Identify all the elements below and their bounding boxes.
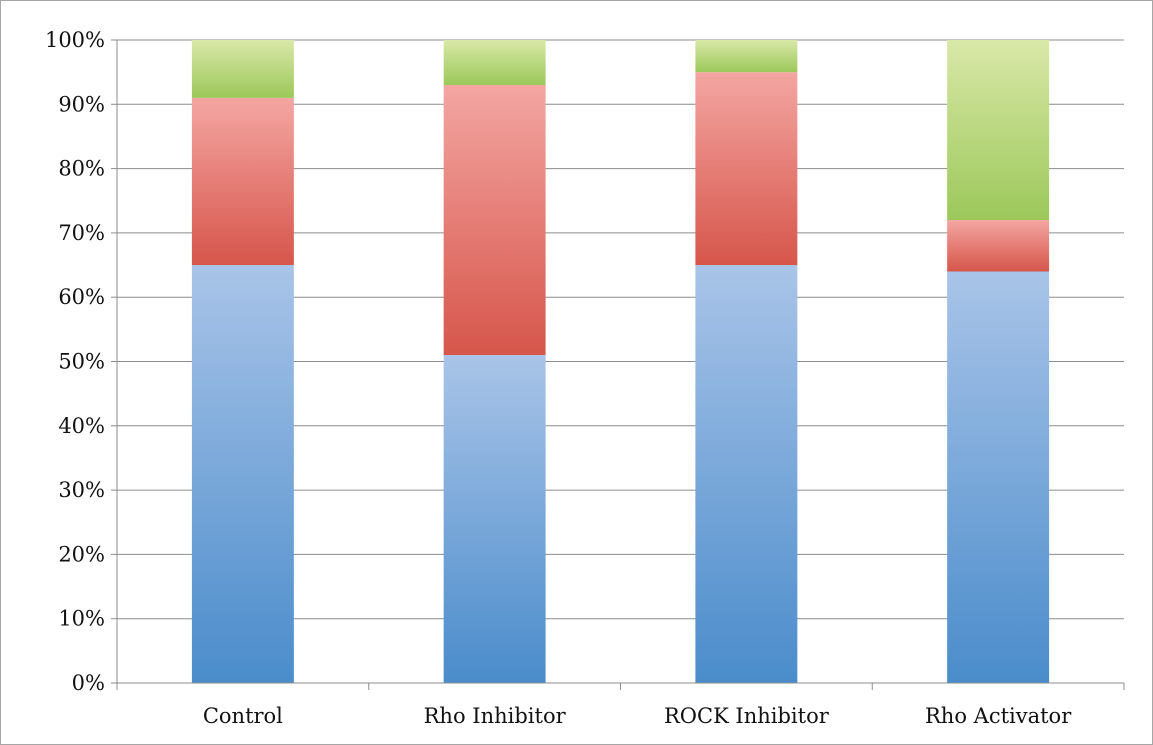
y-tick-label: 70% [58,221,105,245]
bar-segment-2-control [191,97,294,266]
y-tick-label: 50% [58,350,105,374]
bar-segment-2-rock-inhibitor [695,72,798,266]
bar-segment-3-rho-activator [947,40,1050,221]
x-category-label: Control [203,704,283,728]
bar-segment-2-rho-activator [947,220,1050,272]
y-tick-label: 100% [45,28,105,52]
bar-segment-1-rock-inhibitor [695,265,798,683]
bar-segment-1-control [191,265,294,683]
x-category-label: Rho Inhibitor [424,704,567,728]
y-tick-label: 0% [72,671,105,695]
bar-segment-2-rho-inhibitor [443,85,546,356]
y-tick-label: 40% [58,414,105,438]
x-category-label: ROCK Inhibitor [664,704,830,728]
y-tick-label: 80% [58,157,105,181]
x-category-label: Rho Activator [925,704,1072,728]
y-tick-label: 20% [58,542,105,566]
y-tick-label: 60% [58,285,105,309]
y-tick-label: 10% [58,607,105,631]
y-tick-label: 90% [58,92,105,116]
axes [111,39,1125,690]
bar-segment-3-rho-inhibitor [443,40,546,86]
bar-segment-3-control [191,40,294,98]
bar-segment-1-rho-activator [947,271,1050,683]
bar-segment-1-rho-inhibitor [443,355,546,683]
y-tick-label: 30% [58,478,105,502]
bars [191,40,1050,683]
bar-segment-3-rock-inhibitor [695,40,798,73]
axis-labels: 0% 10% 20% 30% 40% 50% 60% 70% 80% 90% 100% Control… [45,28,1072,728]
